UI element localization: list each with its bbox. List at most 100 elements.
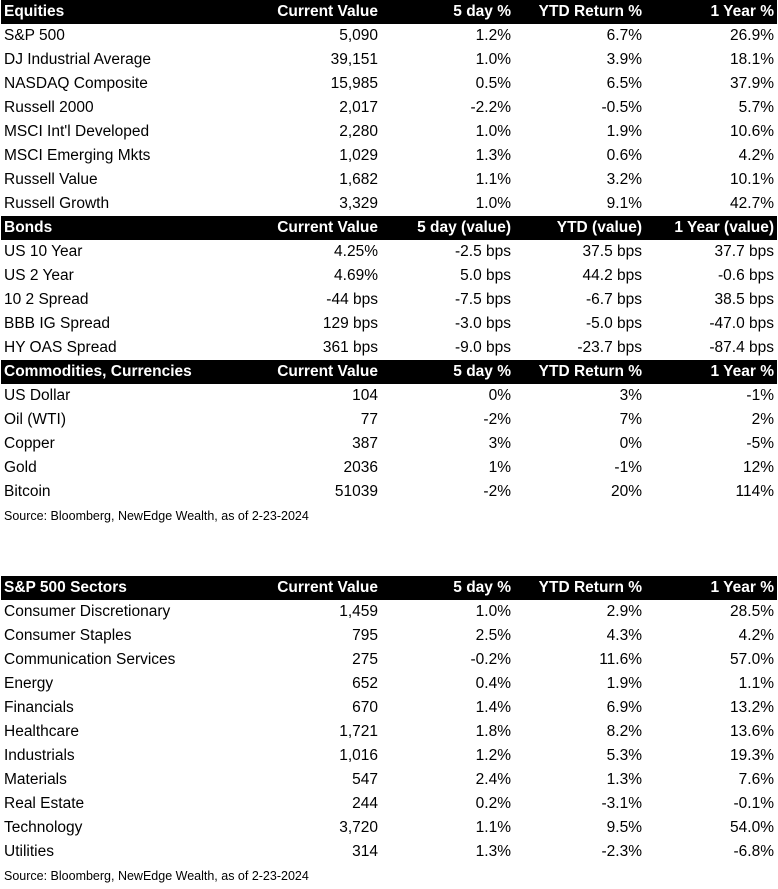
5-day-cell: 1.0% xyxy=(475,603,511,620)
current-value-cell: 15,985 xyxy=(330,75,378,92)
current-value-cell: 1,682 xyxy=(339,171,378,188)
market-table-top: Equities Current Value 5 day % YTD Return %… xyxy=(1,0,777,504)
section-spacer xyxy=(0,528,778,576)
equities-row-dj-industrial-average: DJ Industrial Average 39,151 1.0% 3.9% 18.1% xyxy=(1,48,777,72)
row-label: S&P 500 xyxy=(4,27,65,44)
sandp-500-sectors-header-row: S&P 500 Sectors Current Value 5 day % YTD R… xyxy=(1,576,777,600)
current-value-cell: 104 xyxy=(352,387,378,404)
current-value-cell: 39,151 xyxy=(330,51,378,68)
current-value-cell: 4.69% xyxy=(334,267,378,284)
ytd-return-cell: 6.9% xyxy=(606,699,642,716)
current-value-cell: 314 xyxy=(352,843,378,860)
1-year-cell: 28.5% xyxy=(730,603,774,620)
ytd-return-cell: -1% xyxy=(614,459,642,476)
ytd-return-cell: 3% xyxy=(619,387,642,404)
commodities-currencies-header-current-value: Current Value xyxy=(267,360,381,384)
sandp-500-sectors-row-healthcare: Healthcare 1,721 1.8% 8.2% 13.6% xyxy=(1,720,777,744)
1-year-cell: 12% xyxy=(742,459,774,476)
5-day-cell: 0% xyxy=(488,387,511,404)
sandp-500-sectors-header-1-year: 1 Year % xyxy=(645,576,777,600)
sandp-500-sectors-row-materials: Materials 547 2.4% 1.3% 7.6% xyxy=(1,768,777,792)
1-year-cell: 57.0% xyxy=(730,651,774,668)
ytd-return-cell: 0.6% xyxy=(606,147,642,164)
current-value-cell: 129 bps xyxy=(322,315,378,332)
row-label: Financials xyxy=(4,699,74,716)
1-year-cell: 114% xyxy=(735,483,775,500)
row-label: Copper xyxy=(4,435,55,452)
5-day-value-cell: -2.5 bps xyxy=(454,243,511,260)
sectors-table-body: S&P 500 Sectors Current Value 5 day % YTD R… xyxy=(1,576,777,864)
ytd-value-cell: -6.7 bps xyxy=(585,291,642,308)
ytd-return-cell: 3.2% xyxy=(606,171,642,188)
current-value-cell: 2,280 xyxy=(339,123,378,140)
row-label: MSCI Emerging Mkts xyxy=(4,147,151,164)
current-value-cell: 795 xyxy=(352,627,378,644)
1-year-cell: 7.6% xyxy=(738,771,774,788)
ytd-value-cell: -5.0 bps xyxy=(585,315,642,332)
sandp-500-sectors-row-energy: Energy 652 0.4% 1.9% 1.1% xyxy=(1,672,777,696)
ytd-return-cell: 1.9% xyxy=(606,123,642,140)
1-year-cell: -1% xyxy=(746,387,774,404)
row-label: US 10 Year xyxy=(4,243,83,260)
row-label: Consumer Staples xyxy=(4,627,132,644)
1-year-cell: 54.0% xyxy=(730,819,774,836)
sandp-500-sectors-row-technology: Technology 3,720 1.1% 9.5% 54.0% xyxy=(1,816,777,840)
bonds-row-bbb-ig-spread: BBB IG Spread 129 bps -3.0 bps -5.0 bps -47.… xyxy=(1,312,777,336)
5-day-cell: -0.2% xyxy=(470,651,512,668)
5-day-cell: 1.8% xyxy=(475,723,511,740)
equities-row-msci-emerging-mkts: MSCI Emerging Mkts 1,029 1.3% 0.6% 4.2% xyxy=(1,144,777,168)
1-year-cell: 42.7% xyxy=(730,195,774,212)
ytd-return-cell: 11.6% xyxy=(599,651,642,668)
equities-header-row: Equities Current Value 5 day % YTD Return %… xyxy=(1,0,777,24)
bonds-header-bonds: Bonds xyxy=(1,216,267,240)
bonds-header-current-value: Current Value xyxy=(267,216,381,240)
current-value-cell: 652 xyxy=(352,675,378,692)
sandp-500-sectors-row-industrials: Industrials 1,016 1.2% 5.3% 19.3% xyxy=(1,744,777,768)
ytd-return-cell: 6.5% xyxy=(606,75,642,92)
ytd-return-cell: 3.9% xyxy=(606,51,642,68)
5-day-cell: 1% xyxy=(488,459,511,476)
row-label: US Dollar xyxy=(4,387,71,404)
1-year-value-cell: 38.5 bps xyxy=(714,291,774,308)
5-day-cell: 3% xyxy=(488,435,511,452)
1-year-cell: 4.2% xyxy=(738,627,774,644)
row-label: Energy xyxy=(4,675,54,692)
5-day-cell: 0.5% xyxy=(475,75,511,92)
1-year-cell: 4.2% xyxy=(738,147,774,164)
commodities-currencies-row-copper: Copper 387 3% 0% -5% xyxy=(1,432,777,456)
5-day-cell: 2.4% xyxy=(475,771,511,788)
5-day-value-cell: -7.5 bps xyxy=(454,291,511,308)
commodities-currencies-row-bitcoin: Bitcoin 51039 -2% 20% 114% xyxy=(1,480,777,504)
row-label: 10 2 Spread xyxy=(4,291,89,308)
ytd-return-cell: 4.3% xyxy=(606,627,642,644)
row-label: Russell Growth xyxy=(4,195,110,212)
row-label: HY OAS Spread xyxy=(4,339,117,356)
1-year-cell: -5% xyxy=(746,435,774,452)
5-day-cell: 0.4% xyxy=(475,675,511,692)
equities-header-ytd-return: YTD Return % xyxy=(514,0,645,24)
sandp-500-sectors-header-5-day: 5 day % xyxy=(381,576,514,600)
bonds-header-ytd-value: YTD (value) xyxy=(514,216,645,240)
current-value-cell: 361 bps xyxy=(322,339,378,356)
ytd-return-cell: 9.1% xyxy=(606,195,642,212)
ytd-return-cell: 1.9% xyxy=(606,675,642,692)
1-year-cell: 13.6% xyxy=(730,723,774,740)
5-day-value-cell: 5.0 bps xyxy=(460,267,511,284)
5-day-cell: 1.3% xyxy=(475,843,511,860)
sandp-500-sectors-row-consumer-staples: Consumer Staples 795 2.5% 4.3% 4.2% xyxy=(1,624,777,648)
commodities-currencies-row-oil-wti: Oil (WTI) 77 -2% 7% 2% xyxy=(1,408,777,432)
current-value-cell: 2,017 xyxy=(339,99,378,116)
row-label: MSCI Int'l Developed xyxy=(4,123,150,140)
ytd-return-cell: 5.3% xyxy=(606,747,642,764)
bonds-row-10-2-spread: 10 2 Spread -44 bps -7.5 bps -6.7 bps 38.5 b… xyxy=(1,288,777,312)
row-label: Utilities xyxy=(4,843,54,860)
source-note-top: Source: Bloomberg, NewEdge Wealth, as of… xyxy=(4,509,309,523)
row-label: Industrials xyxy=(4,747,75,764)
bonds-header-row: Bonds Current Value 5 day (value) YTD (valu… xyxy=(1,216,777,240)
equities-header-equities: Equities xyxy=(1,0,267,24)
sandp-500-sectors-row-utilities: Utilities 314 1.3% -2.3% -6.8% xyxy=(1,840,777,864)
equities-row-nasdaq-composite: NASDAQ Composite 15,985 0.5% 6.5% 37.9% xyxy=(1,72,777,96)
5-day-cell: -2.2% xyxy=(470,99,512,116)
ytd-return-cell: 7% xyxy=(619,411,642,428)
